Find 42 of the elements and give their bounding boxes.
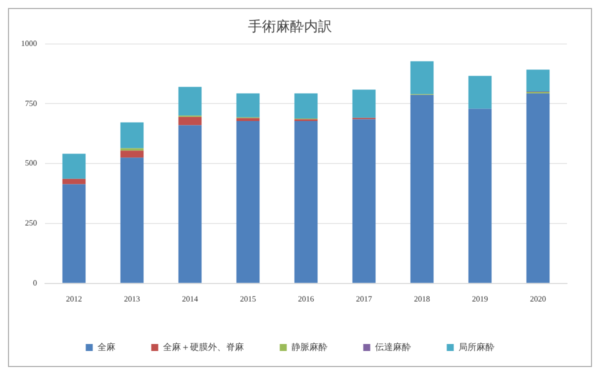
bar [526, 93, 550, 283]
legend-label: 伝達麻酔 [374, 342, 411, 352]
y-tick-label: 750 [25, 98, 37, 108]
x-tick-label: 2016 [298, 294, 314, 304]
x-tick-label: 2017 [356, 294, 372, 304]
bar [120, 122, 144, 148]
bar [352, 119, 376, 283]
y-tick-label: 250 [25, 218, 37, 228]
y-tick-label: 0 [33, 278, 37, 288]
bar [120, 150, 144, 158]
bar [410, 94, 434, 283]
bar [62, 178, 86, 184]
y-tick-label: 500 [25, 158, 37, 168]
bar [526, 70, 550, 92]
legend-label: 全麻＋硬膜外、脊麻 [162, 342, 244, 352]
bar [120, 158, 144, 283]
chart-title: 手術麻酔内訳 [248, 19, 332, 36]
bar [294, 93, 318, 119]
bar [468, 108, 492, 283]
bar [62, 154, 86, 179]
legend-label: 静脈麻酔 [291, 342, 328, 352]
x-tick-label: 2013 [124, 294, 140, 304]
legend-label: 局所麻酔 [458, 342, 494, 352]
bar [236, 118, 260, 121]
y-tick-label: 1000 [21, 38, 37, 48]
bar [468, 76, 492, 109]
bar [178, 125, 202, 283]
bar [352, 90, 376, 118]
bar [294, 120, 318, 283]
bar [236, 93, 260, 118]
x-tick-label: 2014 [182, 294, 198, 304]
x-tick-label: 2012 [66, 294, 82, 304]
legend-label: 全麻 [97, 342, 116, 352]
x-tick-label: 2019 [472, 294, 488, 304]
x-tick-label: 2018 [414, 294, 430, 304]
bar [178, 86, 202, 116]
bar [62, 184, 86, 283]
bar [236, 120, 260, 283]
x-tick-label: 2020 [530, 294, 546, 304]
bar [178, 116, 202, 126]
bar [410, 61, 434, 94]
x-tick-label: 2015 [240, 294, 256, 304]
